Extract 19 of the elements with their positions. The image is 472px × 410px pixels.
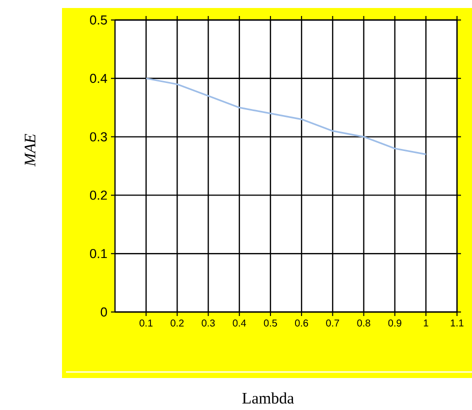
x-tick-label: 0.3	[202, 320, 215, 327]
x-tick-label: 0.6	[295, 320, 308, 327]
x-tick-label: 0.7	[326, 320, 340, 327]
y-tick-label: 0.4	[90, 74, 108, 83]
y-tick-label: 0.3	[90, 132, 107, 142]
y-axis-title: MAE	[24, 134, 36, 167]
x-tick-label: 1.1	[450, 320, 464, 326]
x-tick-label: 0.9	[388, 320, 402, 327]
y-tick-label: 0.2	[90, 190, 107, 200]
x-tick-label: 0.8	[357, 320, 370, 327]
x-tick-label: 0.5	[264, 320, 277, 327]
y-tick-label: 0.1	[90, 249, 107, 258]
x-tick-label: 0.1	[140, 320, 153, 327]
x-tick-label: 1	[424, 320, 428, 326]
y-tick-label: 0.5	[90, 15, 107, 25]
x-tick-label: 0.4	[232, 320, 246, 327]
x-axis-title: Lambda	[242, 392, 294, 404]
y-tick-label: 0	[100, 307, 107, 317]
x-tick-label: 0.2	[170, 320, 184, 327]
